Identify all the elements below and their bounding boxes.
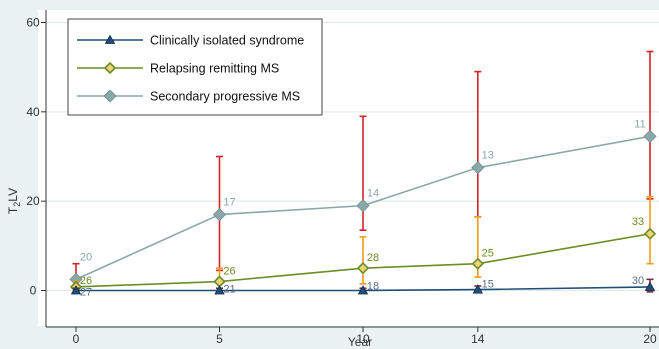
y-axis-title-main: T xyxy=(6,206,20,214)
data-label: 27 xyxy=(80,287,92,299)
data-label: 21 xyxy=(223,284,235,296)
data-point-marker xyxy=(357,285,369,295)
legend-swatch-marker xyxy=(103,89,117,103)
legend-item-clinically-isolated-syndrome: Clinically isolated syndrome xyxy=(77,34,304,48)
data-point-marker xyxy=(471,161,485,175)
x-axis-title: Year xyxy=(348,335,372,349)
legend-label: Clinically isolated syndrome xyxy=(150,34,304,48)
data-point-marker xyxy=(644,281,656,291)
legend: Clinically isolated syndrome Relapsing re… xyxy=(67,18,323,116)
svg-text:T2LV: T2LV xyxy=(6,188,22,214)
data-label: 20 xyxy=(80,251,92,263)
data-label: 14 xyxy=(367,188,379,200)
y-tick-label: 40 xyxy=(26,105,40,119)
legend-label: Relapsing remitting MS xyxy=(150,62,279,76)
data-point-marker xyxy=(356,262,370,275)
data-label: 13 xyxy=(482,150,494,162)
data-point-marker xyxy=(356,199,370,213)
legend-item-secondary-progressive-ms: Secondary progressive MS xyxy=(77,89,300,104)
y-tick-label: 0 xyxy=(30,284,37,298)
y-tick-label: 20 xyxy=(26,194,40,208)
y-tick-label: 60 xyxy=(26,16,40,30)
y-axis-title-subscript: 2 xyxy=(12,202,22,207)
series: 20 17 14 13 11 26 26 28 25 33 27 21 18 15 30 xyxy=(69,50,657,299)
data-label: 15 xyxy=(482,279,494,291)
legend-label: Secondary progressive MS xyxy=(150,90,300,104)
x-tick-label: 0 xyxy=(73,332,80,346)
data-point-marker xyxy=(212,208,227,222)
legend-swatch-marker xyxy=(104,34,116,44)
x-tick-label: 10 xyxy=(356,332,370,346)
axes xyxy=(45,10,659,328)
data-label: 18 xyxy=(367,281,379,293)
x-axis-ticks: 0 5 10 14 20 xyxy=(73,327,657,346)
y-axis-ticks: 0 20 40 60 xyxy=(26,16,46,298)
x-tick-label: 20 xyxy=(643,332,657,346)
x-tick-label: 14 xyxy=(471,332,485,346)
series-secondary-progressive-ms: 20 17 14 13 11 xyxy=(69,50,657,292)
data-point-marker xyxy=(70,285,82,295)
x-tick-label: 5 xyxy=(216,332,223,346)
y-axis-title: T2LV xyxy=(6,188,22,214)
data-label: 33 xyxy=(632,216,644,228)
data-point-marker xyxy=(643,227,657,240)
data-label: 28 xyxy=(367,252,379,264)
legend-swatch-marker xyxy=(103,61,117,75)
data-label: 26 xyxy=(223,266,235,278)
data-point-marker xyxy=(471,257,484,270)
legend-item-relapsing-remitting-ms: Relapsing remitting MS xyxy=(77,62,279,76)
data-point-marker xyxy=(472,284,483,294)
data-label: 26 xyxy=(80,275,92,287)
y-axis-title-suffix: LV xyxy=(6,188,20,202)
data-label: 17 xyxy=(223,197,235,209)
data-label: 30 xyxy=(632,275,644,287)
data-point-marker xyxy=(643,129,657,143)
data-point-marker xyxy=(214,285,225,295)
data-label: 11 xyxy=(634,118,645,130)
series-clinically-isolated-syndrome: 27 21 18 15 30 xyxy=(70,275,656,299)
data-label: 25 xyxy=(482,248,494,260)
